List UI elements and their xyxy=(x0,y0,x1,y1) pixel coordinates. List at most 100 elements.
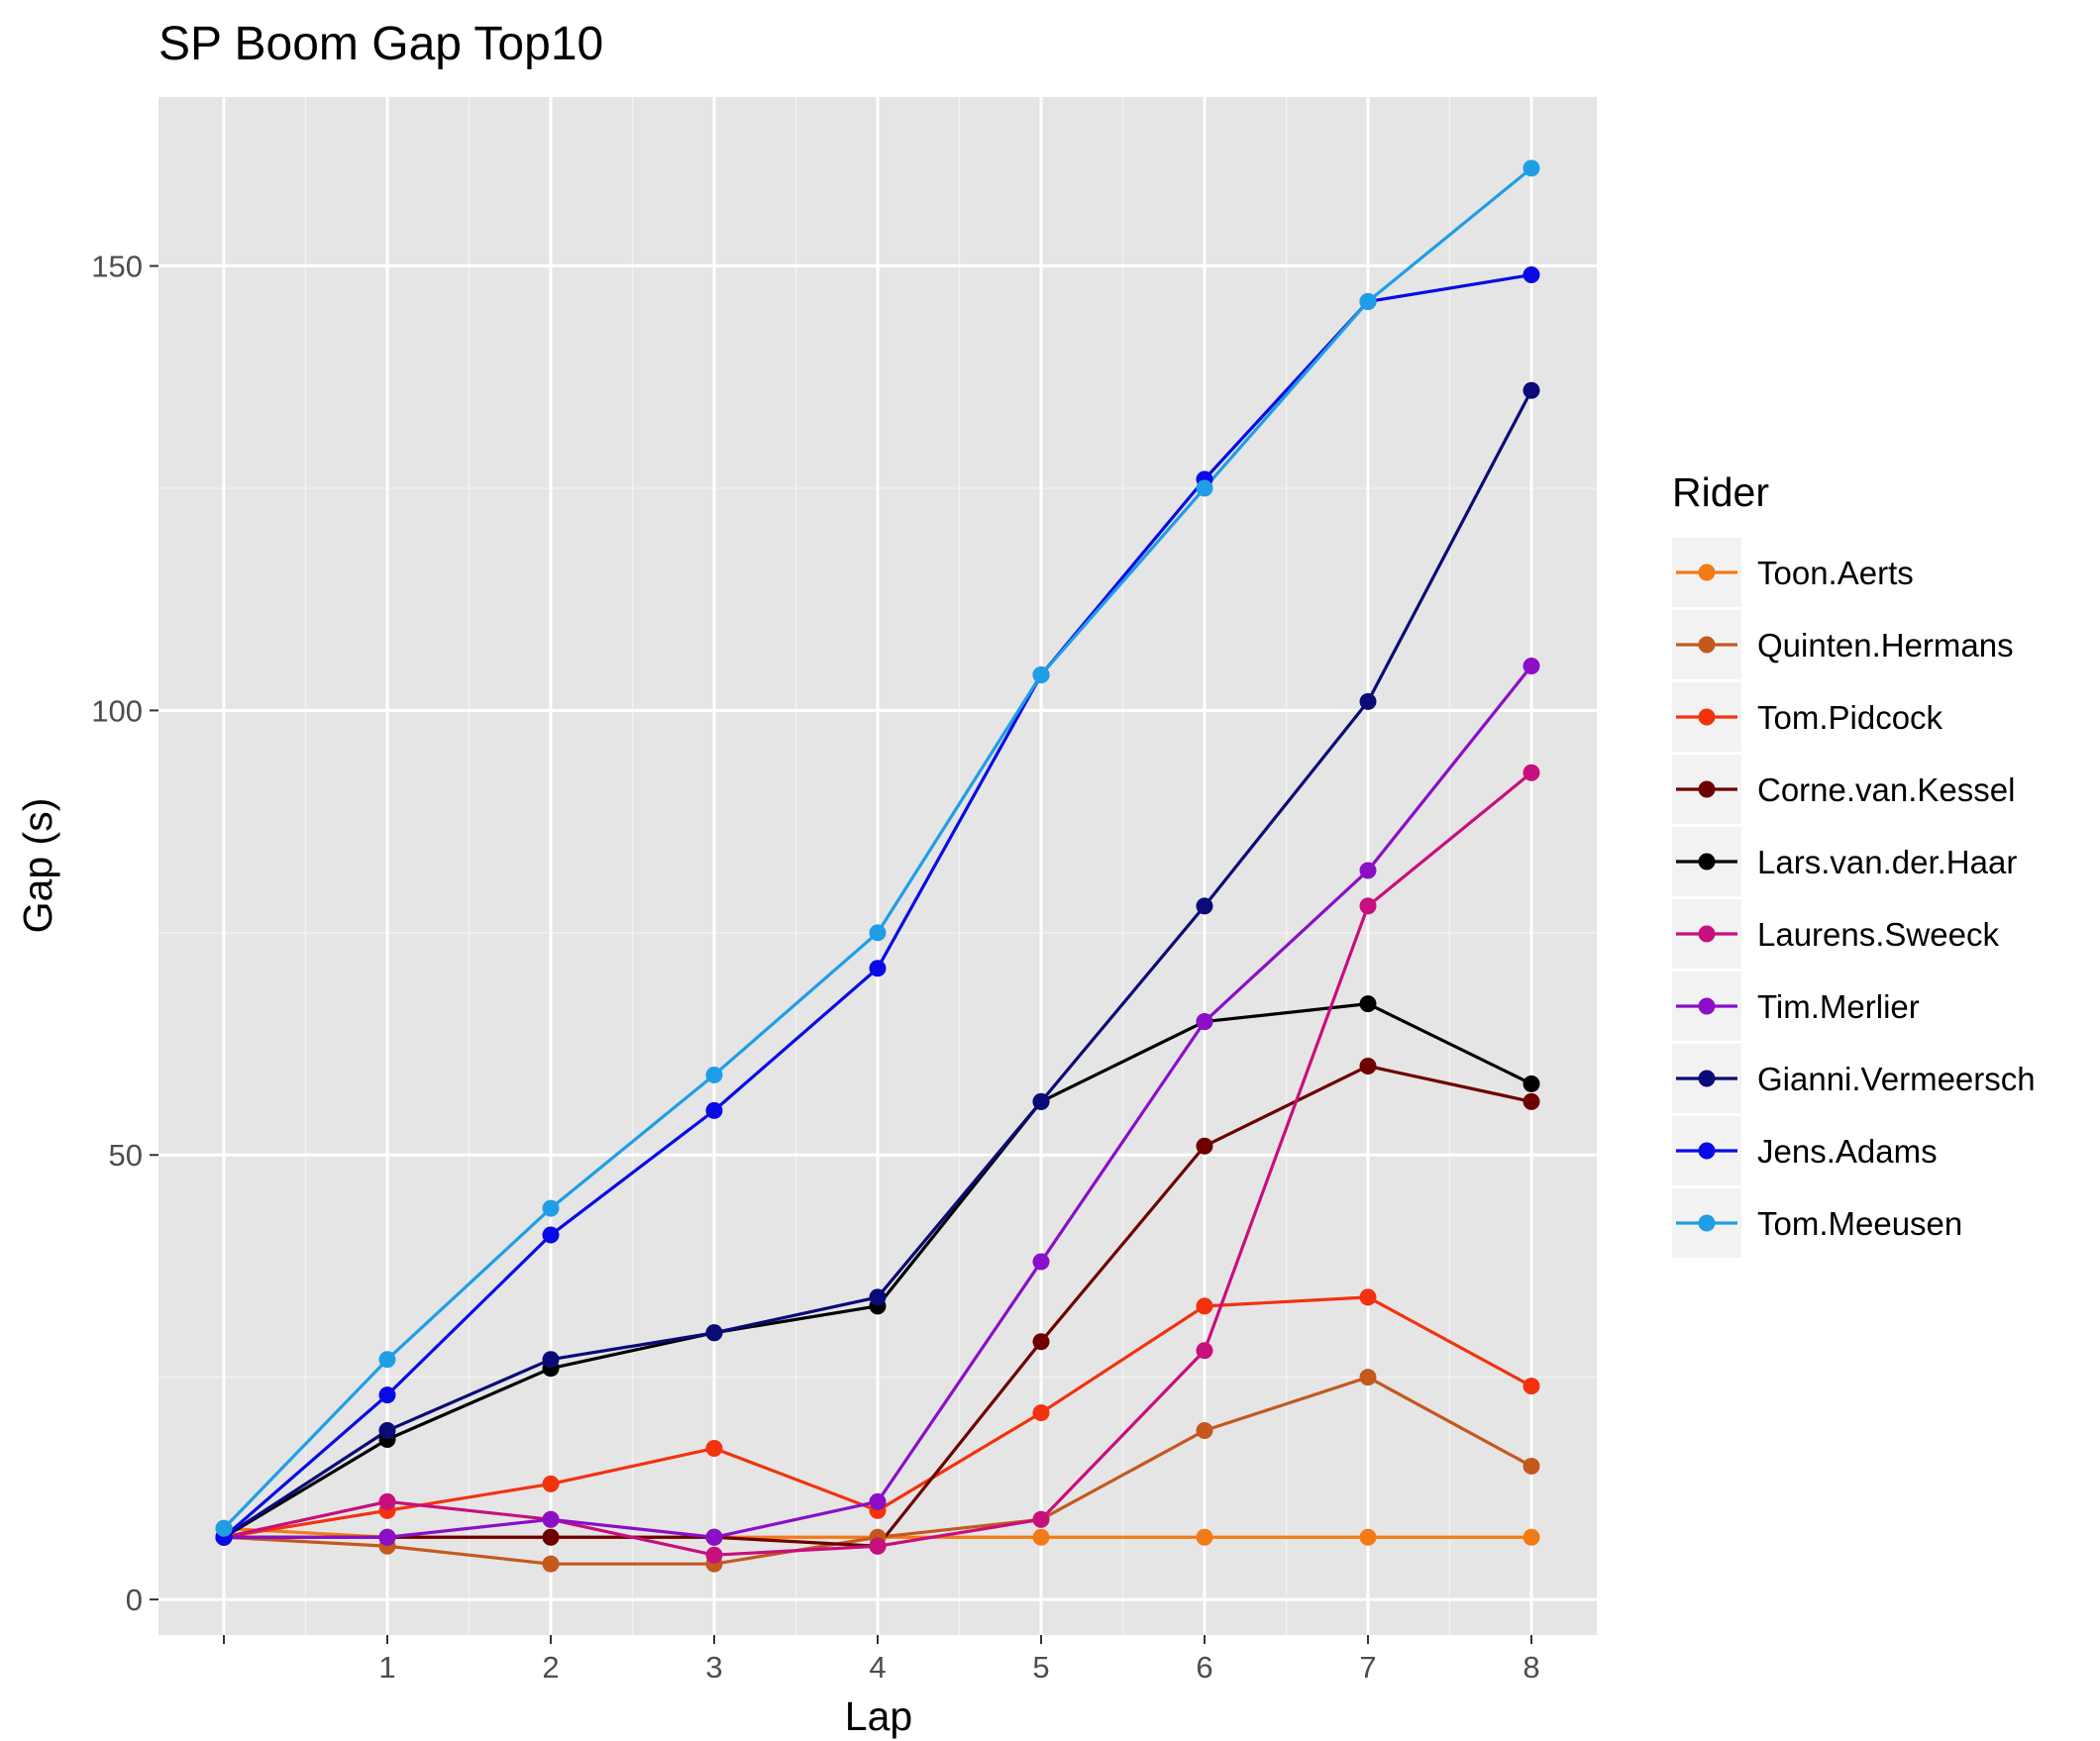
data-point xyxy=(1522,266,1540,284)
data-point xyxy=(869,1288,887,1306)
y-axis-title: Gap (s) xyxy=(15,798,60,934)
data-point xyxy=(1359,1369,1377,1386)
data-point xyxy=(378,1492,396,1510)
x-tick-label: 3 xyxy=(705,1650,722,1685)
data-point xyxy=(1359,692,1377,710)
legend-title: Rider xyxy=(1672,469,1769,515)
data-point xyxy=(1032,1333,1050,1351)
data-point xyxy=(542,1351,560,1369)
data-point xyxy=(542,1475,560,1492)
data-point xyxy=(215,1519,233,1537)
legend-label: Laurens.Sweeck xyxy=(1757,916,1999,953)
legend-key-point xyxy=(1698,925,1716,943)
data-point xyxy=(869,1492,887,1510)
data-point xyxy=(1032,1253,1050,1271)
x-tick-label: 8 xyxy=(1522,1650,1539,1685)
data-point xyxy=(705,1324,723,1342)
data-point xyxy=(1359,292,1377,310)
legend-label: Quinten.Hermans xyxy=(1757,627,2014,664)
data-point xyxy=(705,1066,723,1083)
data-point xyxy=(542,1226,560,1244)
data-point xyxy=(1032,1092,1050,1110)
data-point xyxy=(1196,1297,1213,1315)
x-tick-label: 1 xyxy=(378,1650,395,1685)
x-axis-title: Lap xyxy=(845,1693,912,1739)
x-tick-label: 4 xyxy=(869,1650,886,1685)
data-point xyxy=(1196,1137,1213,1155)
y-tick-label: 50 xyxy=(109,1138,143,1173)
y-tick-label: 100 xyxy=(91,693,143,728)
data-point xyxy=(705,1101,723,1119)
legend-label: Jens.Adams xyxy=(1757,1133,1938,1170)
data-point xyxy=(869,960,887,977)
legend-key-point xyxy=(1698,853,1716,870)
legend-label: Gianni.Vermeersch xyxy=(1757,1061,2036,1097)
legend-label: Toon.Aerts xyxy=(1757,555,1914,591)
data-point xyxy=(705,1439,723,1457)
data-point xyxy=(1522,1378,1540,1395)
data-point xyxy=(1522,159,1540,177)
data-point xyxy=(1359,1288,1377,1306)
legend-keys: Toon.Aerts Quinten.Hermans Tom.Pidcock Corn… xyxy=(1672,538,2036,1258)
y-tick-label: 150 xyxy=(91,250,143,284)
chart-title: SP Boom Gap Top10 xyxy=(158,18,603,70)
series-points xyxy=(215,159,1540,1573)
data-point xyxy=(542,1555,560,1573)
data-point xyxy=(1359,1057,1377,1075)
x-tick-label: 7 xyxy=(1359,1650,1376,1685)
data-point xyxy=(1522,1092,1540,1110)
data-point xyxy=(1359,897,1377,915)
legend-key-point xyxy=(1698,1214,1716,1232)
data-point xyxy=(1522,1457,1540,1475)
data-point xyxy=(1359,1528,1377,1546)
legend-label: Tom.Meeusen xyxy=(1757,1205,1962,1242)
data-point xyxy=(1196,897,1213,915)
data-point xyxy=(1359,862,1377,879)
data-point xyxy=(1196,1342,1213,1360)
data-point xyxy=(1522,764,1540,781)
data-point xyxy=(1196,1528,1213,1546)
legend-key-point xyxy=(1698,708,1716,726)
data-point xyxy=(869,1537,887,1555)
data-point xyxy=(705,1546,723,1564)
data-point xyxy=(1522,658,1540,675)
data-point xyxy=(1522,1528,1540,1546)
data-point xyxy=(378,1386,396,1404)
legend-key-point xyxy=(1698,636,1716,654)
y-tick-label: 0 xyxy=(126,1583,143,1617)
data-point xyxy=(1196,1013,1213,1031)
data-point xyxy=(1032,1528,1050,1546)
legend-label: Corne.van.Kessel xyxy=(1757,771,2015,808)
data-point xyxy=(1032,1510,1050,1528)
data-point xyxy=(1359,995,1377,1013)
data-point xyxy=(542,1510,560,1528)
x-tick-label: 5 xyxy=(1032,1650,1049,1685)
legend-key-point xyxy=(1698,780,1716,798)
y-axis: 0 50 100 150 xyxy=(91,250,158,1617)
data-point xyxy=(1196,479,1213,497)
data-point xyxy=(378,1422,396,1440)
legend-key-point xyxy=(1698,1142,1716,1160)
x-tick-label: 6 xyxy=(1196,1650,1212,1685)
x-tick-label: 2 xyxy=(542,1650,559,1685)
data-point xyxy=(542,1528,560,1546)
legend-key-point xyxy=(1698,1070,1716,1087)
data-point xyxy=(1032,1404,1050,1422)
x-axis: 1 2 3 4 5 6 7 8 xyxy=(223,1635,1540,1685)
legend-key-point xyxy=(1698,997,1716,1015)
data-point xyxy=(1522,1075,1540,1092)
data-point xyxy=(378,1351,396,1369)
legend-label: Tim.Merlier xyxy=(1757,988,1920,1025)
legend-label: Tom.Pidcock xyxy=(1757,699,1943,736)
data-point xyxy=(1032,666,1050,683)
data-point xyxy=(869,924,887,942)
legend-label: Lars.van.der.Haar xyxy=(1757,844,2017,880)
data-point xyxy=(542,1199,560,1217)
data-point xyxy=(1196,1422,1213,1440)
data-point xyxy=(705,1528,723,1546)
legend: Rider Toon.Aerts Quinten.Hermans Tom.Pidco… xyxy=(1672,469,2036,1258)
legend-key-point xyxy=(1698,563,1716,581)
data-point xyxy=(1522,381,1540,399)
data-point xyxy=(378,1528,396,1546)
